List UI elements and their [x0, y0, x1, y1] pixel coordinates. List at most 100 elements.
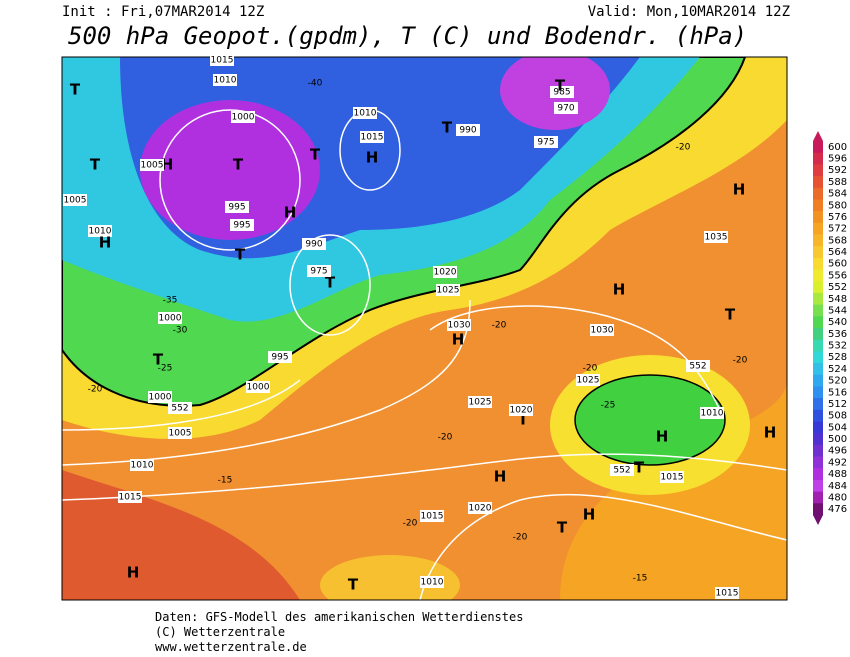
- contour-label: -30: [173, 326, 188, 336]
- colorbar-label: 508: [828, 411, 847, 422]
- colorbar-label: 532: [828, 341, 847, 352]
- colorbar-label: 560: [828, 259, 847, 270]
- label-box: [302, 238, 326, 250]
- contour-label: -20: [492, 321, 507, 331]
- pressure-center: H: [733, 181, 746, 199]
- contour-label: 552: [689, 362, 706, 372]
- contour-label: 990: [459, 126, 476, 136]
- contour-label: -20: [513, 533, 528, 543]
- label-box: [353, 107, 377, 119]
- label-box: [63, 194, 87, 206]
- pressure-center: H: [764, 424, 777, 442]
- label-box: [230, 219, 254, 231]
- label-box: [246, 381, 270, 393]
- contour-label: 1005: [169, 429, 192, 439]
- cold-area: [574, 374, 726, 466]
- label-box: [360, 131, 384, 143]
- label-box: [168, 427, 192, 439]
- label-box: [590, 324, 614, 336]
- colorbar-label: 592: [828, 165, 847, 176]
- label-box: [660, 471, 684, 483]
- colorbar-swatch: [813, 269, 823, 282]
- contour-label: 975: [537, 138, 554, 148]
- colorbar-cap: [813, 515, 823, 525]
- colorbar-swatch: [813, 292, 823, 306]
- footer-line: (C) Wetterzentrale: [155, 625, 285, 639]
- title: 500 hPa Geopot.(gpdm), T (C) und Bodendr…: [68, 22, 747, 50]
- label-box: [420, 576, 444, 588]
- colorbar-swatch: [813, 234, 823, 247]
- contour-label: 1025: [469, 398, 492, 408]
- contour-label: 1030: [448, 321, 471, 331]
- contour-label: -20: [676, 143, 691, 153]
- colorbar-label: 512: [828, 399, 847, 410]
- contour-label: -20: [403, 519, 418, 529]
- colorbar-swatch: [813, 491, 823, 504]
- contour-label: 1000: [247, 383, 270, 393]
- contour-label: 1005: [141, 161, 164, 171]
- valid-text: Valid: Mon,10MAR2014 12Z: [588, 4, 790, 20]
- contour-label: 1025: [577, 376, 600, 386]
- contour-label: -25: [158, 364, 173, 374]
- label-box: [213, 74, 237, 86]
- contour-label: -35: [163, 296, 178, 306]
- contour-label: 985: [553, 88, 570, 98]
- pressure-center: H: [366, 149, 379, 167]
- colorbar-label: 496: [828, 446, 847, 457]
- colorbar-swatch: [813, 479, 823, 493]
- contour-label: -20: [438, 433, 453, 443]
- colorbar-swatch: [813, 164, 823, 177]
- contour-label: 1030: [591, 326, 614, 336]
- pressure-center: T: [518, 411, 529, 429]
- pressure-center: H: [494, 468, 507, 486]
- contour-label: 970: [557, 104, 574, 114]
- contour-label: -40: [308, 79, 323, 89]
- pressure-center: T: [70, 81, 81, 99]
- isobars: [62, 109, 787, 600]
- pressure-center: H: [127, 564, 140, 582]
- pressure-center: T: [557, 519, 568, 537]
- contour-label: -15: [218, 476, 233, 486]
- contour-label: -20: [88, 385, 103, 395]
- colorbar-label: 516: [828, 387, 847, 398]
- colorbar-label: 484: [828, 481, 847, 492]
- contour-label: 1010: [701, 409, 724, 419]
- colorbar-swatch: [813, 351, 823, 364]
- colorbar-label: 600: [828, 142, 847, 153]
- colorbar-swatch: [813, 199, 823, 212]
- contour-label: 1010: [421, 578, 444, 588]
- footer-line: Daten: GFS-Modell des amerikanischen Wet…: [155, 610, 523, 624]
- colorbar-swatch: [813, 222, 823, 235]
- pressure-center: H: [583, 506, 596, 524]
- map-frame: [61, 56, 788, 601]
- colorbar-label: 544: [828, 305, 847, 316]
- contour-label: 1020: [510, 406, 533, 416]
- pressure-center: T: [235, 246, 246, 264]
- footer-line: www.wetterzentrale.de: [155, 640, 307, 654]
- colorbar-swatch: [813, 176, 823, 189]
- pressure-center: T: [634, 459, 645, 477]
- contour-label: 1005: [64, 196, 87, 206]
- contour-label: 1015: [119, 493, 142, 503]
- pressure-center: T: [555, 77, 566, 95]
- colorbar-swatch: [813, 281, 823, 294]
- contour-label: -15: [633, 574, 648, 584]
- contour-label: 1000: [159, 314, 182, 324]
- colorbar-swatch: [813, 316, 823, 329]
- label-box: [576, 374, 600, 386]
- pressure-center: T: [725, 306, 736, 324]
- label-box: [130, 459, 154, 471]
- label-box: [140, 159, 164, 171]
- colorbar-swatch: [813, 398, 823, 411]
- contour-label: -20: [733, 356, 748, 366]
- colorbar-label: 576: [828, 212, 847, 223]
- colorbar-swatch: [813, 363, 823, 376]
- label-box: [88, 225, 112, 237]
- colorbar-label: 568: [828, 235, 847, 246]
- label-box: [420, 510, 444, 522]
- colorbar-label: 500: [828, 434, 847, 445]
- colorbar-label: 540: [828, 317, 847, 328]
- colorbar-label: 564: [828, 247, 847, 258]
- contour-label: 995: [228, 203, 245, 213]
- pressure-center: T: [153, 351, 164, 369]
